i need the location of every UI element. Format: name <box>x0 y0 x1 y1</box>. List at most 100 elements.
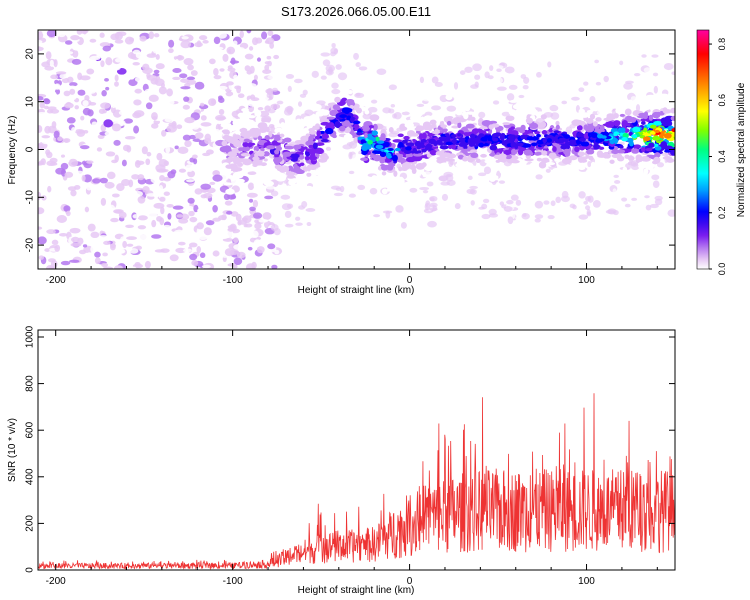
spectrogram-cell <box>196 246 202 254</box>
spectrogram-cell <box>257 135 263 141</box>
spectrogram-cell <box>400 222 407 229</box>
spectrogram-cell <box>205 108 212 113</box>
spectrogram-cell <box>612 188 617 195</box>
spectrogram-cell <box>216 31 228 39</box>
spectrogram-cell <box>643 111 649 118</box>
spectrogram-cell <box>556 75 563 80</box>
spectrogram-cell <box>86 184 92 191</box>
spectrogram-cell <box>114 39 124 44</box>
spectrogram-cell <box>123 118 134 124</box>
spectrogram-cell <box>655 111 662 116</box>
spectrogram-cell <box>248 46 254 51</box>
spectrogram-cell <box>457 122 462 129</box>
spectrogram-cell <box>212 217 221 222</box>
spectrogram-cell <box>621 136 628 142</box>
spectrogram-cell <box>526 181 534 185</box>
spectrogram-x-ticks: -200 -100 0 100 <box>46 30 658 286</box>
spectrogram-cell <box>326 116 335 120</box>
snr-y-tick-label: 400 <box>25 468 36 485</box>
spectrogram-cell <box>429 207 438 212</box>
spectrogram-cell <box>337 72 348 81</box>
spectrogram-cell <box>104 131 114 136</box>
spectrogram-cell <box>66 76 74 84</box>
spectrogram-cell <box>387 147 394 151</box>
spectrogram-cell <box>574 146 580 153</box>
spectrogram-cell <box>528 139 539 144</box>
spectrogram-cell <box>428 138 437 145</box>
spectrogram-cell <box>226 81 234 86</box>
spectrogram-cell <box>358 66 368 71</box>
spectrogram-cell <box>299 181 304 185</box>
spectrogram-cell <box>656 162 664 168</box>
spectrogram-cell <box>77 89 86 96</box>
spectrogram-cell <box>295 216 301 221</box>
spectrogram-cell <box>576 132 584 138</box>
spectrogram-cell <box>222 53 229 62</box>
spectrogram-cell <box>236 118 241 123</box>
spectrogram-cell <box>134 88 143 94</box>
spectrogram-cell <box>329 142 339 149</box>
spectrogram-cell <box>394 147 401 152</box>
spectrogram-cell <box>566 165 574 170</box>
spectrogram-cell <box>101 214 109 219</box>
spectrogram-cell <box>586 109 594 114</box>
spectrogram-cell <box>401 139 408 144</box>
spectrogram-cell <box>68 158 79 167</box>
spectrogram-cell <box>478 111 486 119</box>
spectrogram-cell <box>159 46 170 50</box>
spectrogram-cells <box>38 30 675 269</box>
spectrogram-cell <box>671 127 675 133</box>
spectrogram-cell <box>220 123 228 128</box>
spectrogram-cell <box>546 138 553 143</box>
spectrogram-cell <box>167 213 172 220</box>
spectrogram-cell <box>177 116 183 121</box>
spectrogram-cell <box>70 242 82 247</box>
spectrogram-cell <box>631 134 638 139</box>
spectrogram-cell <box>420 116 425 123</box>
spectrogram-cell <box>670 115 675 121</box>
spectrogram-cell <box>493 77 503 84</box>
spectrogram-cell <box>565 111 572 115</box>
spectrogram-cell <box>654 198 663 206</box>
spectrogram-cell <box>246 192 258 198</box>
spectrogram-cell <box>59 73 67 79</box>
spectrogram-cell <box>418 133 424 141</box>
spectrogram-cell <box>339 114 348 119</box>
spectrogram-cell <box>487 135 493 140</box>
spectrogram-cell <box>234 85 242 90</box>
spectrogram-cell <box>631 197 638 201</box>
spectrogram-cell <box>304 155 310 161</box>
spectrogram-cell <box>66 117 76 124</box>
spectrogram-cell <box>322 59 331 67</box>
spectrogram-cell <box>347 89 353 95</box>
spectrogram-cell <box>397 80 408 85</box>
spectrogram-cell <box>223 193 230 201</box>
spectrogram-cell <box>294 125 304 131</box>
spectrogram-cell <box>57 136 63 142</box>
spectrogram-cell <box>632 126 641 133</box>
spectrogram-cell <box>173 52 180 57</box>
spectrogram-cell <box>45 207 52 213</box>
spectrogram-cell <box>104 181 115 189</box>
spectrogram-cell <box>38 216 46 223</box>
spectrogram-cell <box>301 232 309 239</box>
spectrogram-cell <box>369 187 378 195</box>
spectrogram-cell <box>315 153 320 158</box>
spectrogram-cell <box>360 139 366 144</box>
spectrogram-cell <box>360 157 369 161</box>
spectrogram-cell <box>445 174 454 182</box>
spectrogram-cell <box>260 147 265 152</box>
spectrogram-cell <box>565 126 573 135</box>
spectrogram-y-label: Frequency (Hz) <box>7 116 18 185</box>
spectrogram-cell <box>186 79 197 85</box>
spectrogram-cell <box>122 144 131 152</box>
spectrogram-cell <box>653 156 660 163</box>
spectrogram-cell <box>257 122 268 130</box>
spectrogram-cell <box>372 114 377 120</box>
spectrogram-cell <box>214 234 220 239</box>
spectrogram-cell <box>237 161 243 167</box>
spectrogram-cell <box>614 180 621 184</box>
spectrogram-cell <box>206 149 214 155</box>
spectrogram-cell <box>606 113 615 119</box>
